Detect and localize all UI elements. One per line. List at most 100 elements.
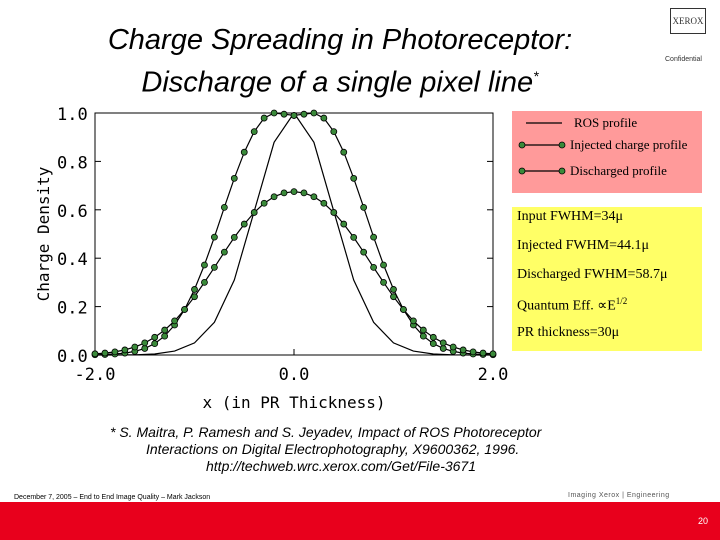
data-point bbox=[320, 114, 328, 122]
data-point bbox=[101, 349, 109, 357]
data-point bbox=[151, 333, 159, 341]
data-point bbox=[409, 317, 417, 325]
data-point bbox=[429, 333, 437, 341]
data-point bbox=[350, 233, 358, 241]
y-tick-label: 0.6 bbox=[57, 202, 88, 222]
series-line bbox=[94, 190, 494, 355]
discharged-fwhm: Discharged FWHM=58.7μ bbox=[517, 267, 668, 282]
data-point bbox=[121, 346, 129, 354]
y-tick-label: 0.8 bbox=[57, 153, 88, 173]
data-point bbox=[91, 350, 99, 358]
y-tick-label: 0.0 bbox=[57, 347, 88, 367]
data-point bbox=[111, 348, 119, 356]
data-point bbox=[290, 188, 298, 196]
data-point bbox=[469, 348, 477, 356]
data-point bbox=[340, 220, 348, 228]
legend-ros-label: ROS profile bbox=[574, 115, 638, 130]
data-point bbox=[310, 193, 318, 201]
plot-frame bbox=[94, 112, 494, 356]
chart-labels: 0.00.20.40.60.81.0-2.0 0.0 2.0x (in PR Thi… bbox=[34, 105, 508, 412]
series-2 bbox=[91, 188, 497, 358]
data-point bbox=[141, 339, 149, 347]
info-panel: Input FWHM=34μ Injected FWHM=44.1μ Disch… bbox=[512, 207, 702, 351]
title-line-2: Discharge of a single pixel line* bbox=[60, 58, 620, 101]
legend-injected-marker-left bbox=[518, 141, 526, 149]
data-point bbox=[220, 203, 228, 211]
data-point bbox=[250, 128, 258, 136]
data-point bbox=[380, 278, 387, 286]
y-tick-label: 0.2 bbox=[57, 299, 88, 319]
data-point bbox=[151, 340, 159, 348]
data-point bbox=[310, 109, 318, 117]
x-tick-label: 0.0 bbox=[279, 365, 310, 385]
citation-line-2: Interactions on Digital Electrophotograp… bbox=[146, 441, 520, 457]
data-point bbox=[220, 248, 228, 256]
data-point bbox=[230, 233, 238, 241]
data-point bbox=[320, 199, 328, 207]
legend-injected-label: Injected charge profile bbox=[570, 137, 688, 152]
data-point bbox=[330, 128, 338, 136]
series-1 bbox=[91, 109, 497, 359]
data-point bbox=[260, 114, 268, 122]
data-point bbox=[360, 248, 368, 256]
charge-density-chart: 0.00.20.40.60.81.0-2.0 0.0 2.0x (in PR Thi… bbox=[34, 105, 508, 412]
data-point bbox=[479, 349, 487, 357]
data-point bbox=[419, 326, 427, 334]
legend-discharged-marker-left bbox=[518, 167, 526, 175]
series-line bbox=[94, 112, 494, 356]
data-point bbox=[131, 343, 139, 351]
input-fwhm: Input FWHM=34μ bbox=[517, 209, 624, 224]
data-point bbox=[350, 174, 358, 182]
citation: * S. Maitra, P. Ramesh and S. Jeyadev, I… bbox=[110, 424, 650, 475]
data-point bbox=[419, 332, 427, 340]
data-point bbox=[240, 148, 248, 156]
data-point bbox=[340, 148, 348, 156]
xerox-logo: XEROX bbox=[670, 8, 706, 34]
pr-thickness: PR thickness=30μ bbox=[517, 325, 620, 340]
data-point bbox=[270, 193, 278, 201]
y-tick-label: 1.0 bbox=[57, 105, 88, 125]
x-tick-label: -2.0 bbox=[75, 365, 116, 385]
title-footnote-mark: * bbox=[533, 68, 539, 84]
page-number: 20 bbox=[697, 516, 708, 526]
title-line-1: Charge Spreading in Photoreceptor: bbox=[107, 24, 573, 56]
data-point bbox=[330, 209, 338, 216]
data-point bbox=[380, 261, 387, 269]
quantum-efficiency-exponent: 1/2 bbox=[615, 296, 628, 306]
data-point bbox=[300, 189, 308, 197]
chart-axes bbox=[94, 112, 494, 356]
data-point bbox=[201, 278, 208, 286]
slide-title: Charge Spreading in Photoreceptor: Disch… bbox=[60, 22, 620, 101]
x-axis-label: x (in PR Thickness) bbox=[202, 393, 385, 412]
data-point bbox=[390, 286, 397, 293]
data-point bbox=[191, 293, 198, 301]
data-point bbox=[360, 203, 368, 211]
footer-logo: Imaging Xerox | Engineering bbox=[568, 492, 670, 499]
data-point bbox=[210, 233, 218, 241]
data-point bbox=[181, 306, 188, 313]
data-point bbox=[270, 109, 278, 117]
data-point bbox=[280, 189, 288, 197]
confidential-label: Confidential bbox=[665, 56, 702, 63]
data-point bbox=[370, 263, 378, 271]
data-point bbox=[449, 343, 457, 351]
data-point bbox=[290, 112, 298, 119]
data-point bbox=[171, 317, 179, 325]
y-axis-label: Charge Density bbox=[34, 166, 53, 301]
chart-series bbox=[91, 109, 497, 359]
data-point bbox=[370, 233, 378, 241]
data-point bbox=[280, 110, 288, 118]
injected-fwhm: Injected FWHM=44.1μ bbox=[517, 238, 650, 253]
legend-discharged-marker-right bbox=[558, 167, 566, 175]
data-point bbox=[250, 209, 258, 216]
data-point bbox=[439, 345, 447, 352]
legend-panel: ROS profile Injected charge profile Disc… bbox=[512, 111, 702, 193]
citation-url[interactable]: http://techweb.wrc.xerox.com/Get/File-36… bbox=[206, 458, 476, 474]
data-point bbox=[141, 345, 149, 352]
data-point bbox=[390, 293, 397, 301]
data-point bbox=[240, 220, 248, 228]
x-tick-label: 2.0 bbox=[478, 365, 509, 385]
legend-injected-marker-right bbox=[558, 141, 566, 149]
y-tick-label: 0.4 bbox=[57, 250, 88, 270]
quantum-efficiency: Quantum Eff. ∝E1/2 bbox=[517, 296, 627, 315]
